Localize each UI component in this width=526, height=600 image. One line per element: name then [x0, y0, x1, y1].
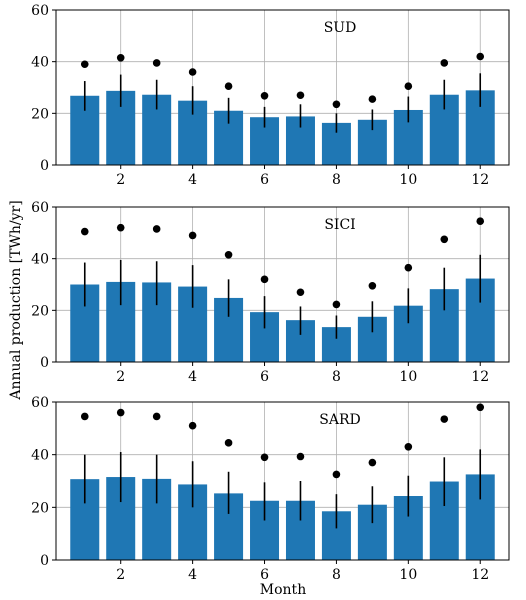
marker-point	[188, 231, 197, 240]
marker-point	[440, 59, 449, 67]
x-tick-label: 8	[332, 567, 341, 583]
marker-point	[368, 281, 377, 290]
y-tick-label: 20	[31, 303, 49, 319]
marker-point	[152, 225, 161, 233]
y-tick-label: 40	[31, 55, 49, 71]
x-axis-label: Month	[260, 582, 306, 598]
panel-sici: 0 20 40 60 2 4 6 8 10 12 SICI	[31, 200, 510, 385]
y-tick-label: 0	[40, 553, 49, 569]
panel-title: SARD	[319, 412, 360, 428]
marker-point	[296, 91, 305, 100]
y-tick-label: 60	[31, 395, 49, 411]
x-tick-label: 6	[260, 172, 269, 188]
marker-point	[332, 100, 341, 109]
y-tick-label: 40	[31, 448, 49, 464]
marker-point	[404, 82, 413, 91]
y-tick-label: 0	[40, 355, 49, 371]
y-tick-label: 40	[31, 252, 49, 268]
marker-point	[188, 421, 197, 430]
x-tick-label: 2	[116, 567, 125, 583]
x-tick-label: 12	[471, 172, 489, 188]
x-tick-label: 2	[116, 369, 125, 385]
x-tick-label: 8	[332, 172, 341, 188]
y-axis-label: Annual production [TWh/yr]	[8, 200, 24, 400]
marker-point	[260, 453, 269, 462]
marker-point	[224, 250, 233, 259]
x-tick-label: 10	[399, 172, 417, 188]
x-tick-label: 12	[471, 567, 489, 583]
marker-point	[80, 227, 89, 236]
marker-point	[80, 60, 89, 69]
x-tick-label: 4	[188, 369, 197, 385]
panel-sud: 0 20 40 60 2 4 6 8 10 12 SUD	[31, 3, 510, 188]
marker-point	[152, 59, 161, 67]
marker-point	[296, 288, 305, 297]
marker-point	[152, 412, 161, 421]
marker-point	[440, 415, 449, 423]
marker-point	[476, 52, 485, 61]
marker-point	[476, 217, 485, 226]
marker-point	[116, 408, 125, 417]
plot-frame	[55, 9, 510, 166]
y-tick-label: 20	[31, 500, 49, 516]
x-tick-label: 2	[116, 172, 125, 188]
panel-title: SICI	[324, 217, 355, 233]
marker-point	[476, 403, 485, 412]
x-tick-label: 6	[260, 567, 269, 583]
marker-point	[404, 442, 413, 451]
x-tick-label: 10	[399, 369, 417, 385]
marker-point	[332, 300, 341, 309]
y-tick-label: 20	[31, 106, 49, 122]
plot-frame	[55, 206, 510, 363]
marker-point	[440, 235, 449, 244]
marker-point	[116, 223, 125, 232]
marker-point	[368, 458, 377, 467]
marker-point	[296, 452, 305, 461]
marker-point	[224, 439, 233, 447]
y-tick-label: 60	[31, 200, 49, 216]
x-tick-label: 12	[471, 369, 489, 385]
marker-point	[188, 68, 197, 76]
marker-point	[404, 263, 413, 272]
y-tick-label: 0	[40, 158, 49, 174]
panel-sard: 0 20 40 60 2 4 6 8 10 12 SARD	[31, 395, 510, 583]
marker-point	[224, 82, 233, 91]
x-tick-label: 4	[188, 172, 197, 188]
plot-frame	[55, 401, 510, 561]
marker-point	[332, 470, 341, 479]
x-tick-label: 6	[260, 369, 269, 385]
marker-point	[368, 95, 377, 103]
marker-point	[260, 91, 269, 100]
marker-point	[260, 275, 269, 284]
marker-point	[116, 53, 125, 62]
y-tick-label: 60	[31, 3, 49, 19]
x-tick-label: 8	[332, 369, 341, 385]
x-tick-label: 4	[188, 567, 197, 583]
marker-point	[80, 412, 89, 421]
x-tick-label: 10	[399, 567, 417, 583]
panel-title: SUD	[324, 20, 357, 36]
